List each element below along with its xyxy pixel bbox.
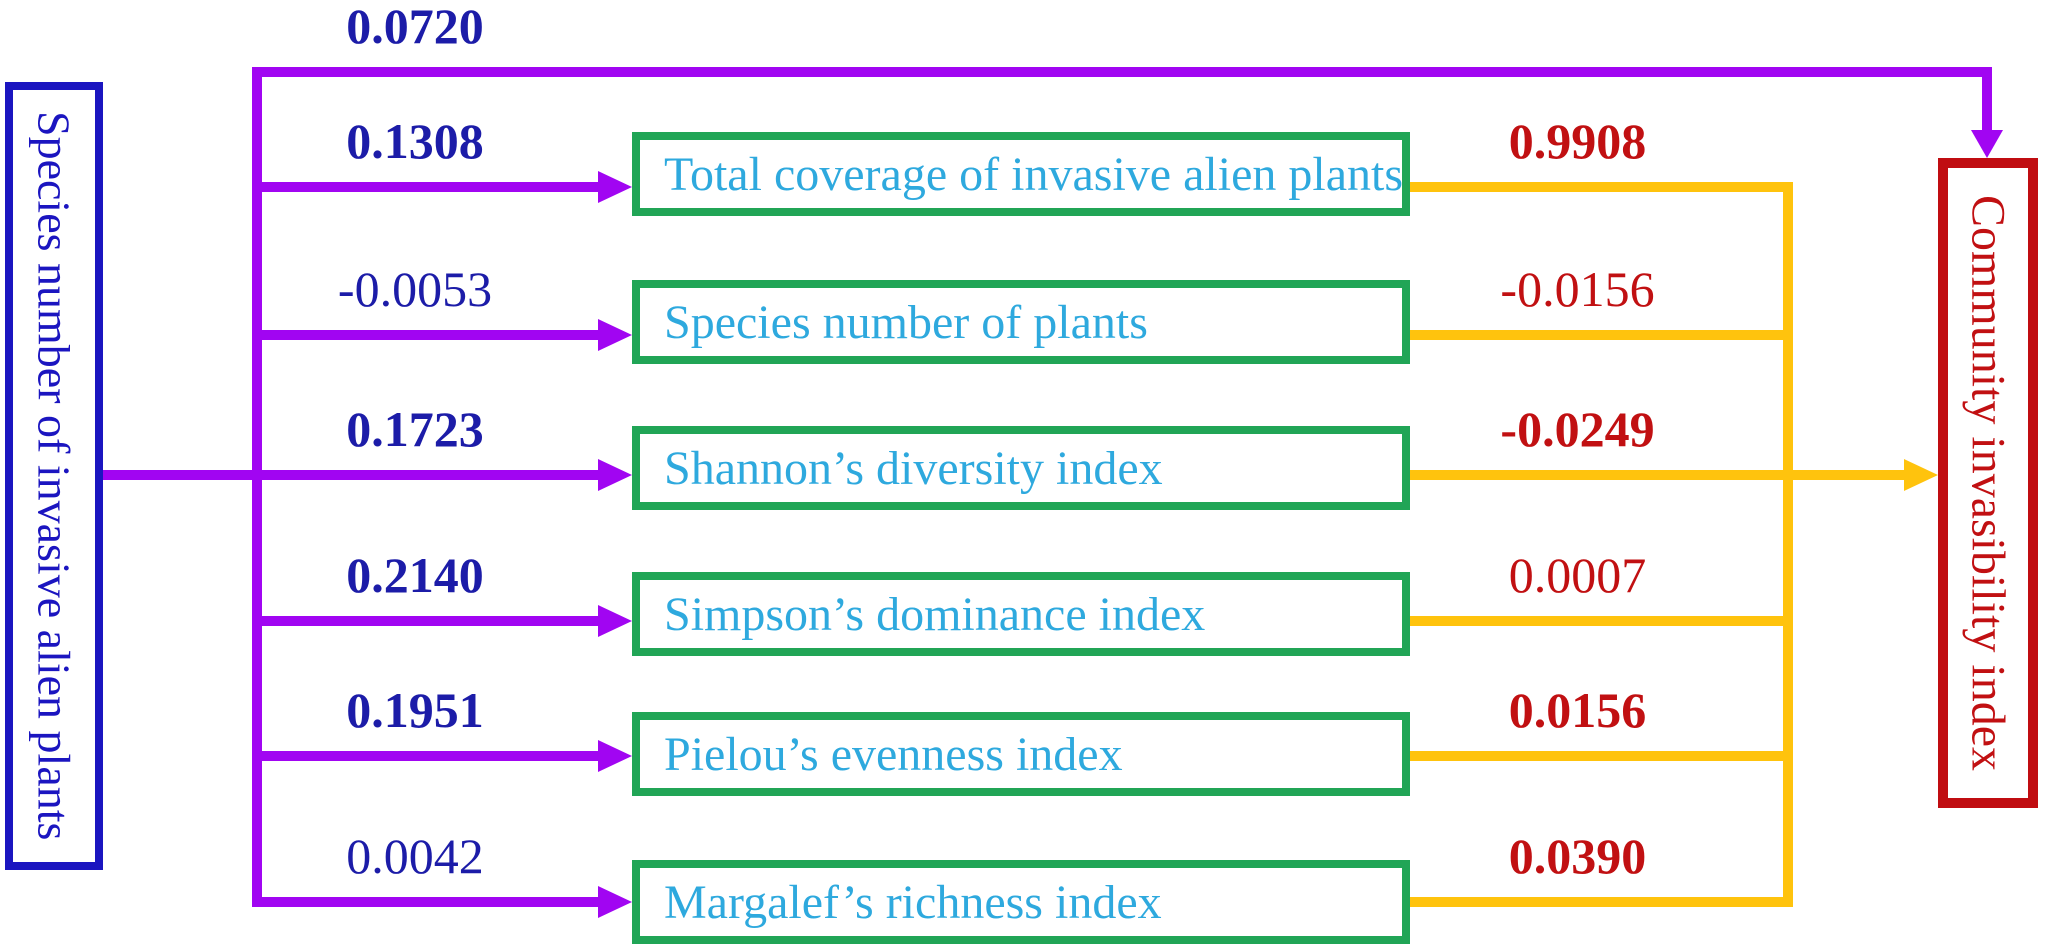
arrowhead-right-icon	[598, 319, 632, 351]
left-coefficient: 0.1723	[346, 401, 484, 457]
right-coefficient: 0.0390	[1508, 828, 1647, 884]
outcome-arrow-line	[1793, 470, 1904, 480]
left-coefficient: 0.0042	[346, 828, 484, 884]
left-coefficient: 0.1951	[346, 682, 484, 738]
right-coefficient: -0.0249	[1500, 401, 1655, 457]
branch-line-purple	[252, 470, 598, 480]
mediator-box-margalef-richness: Margalef’s richness index	[632, 860, 1410, 944]
branch-line-purple	[252, 330, 598, 340]
mediator-box-simpson-dominance: Simpson’s dominance index	[632, 572, 1410, 656]
arrowhead-right-icon	[598, 886, 632, 918]
arrowhead-right-icon	[598, 459, 632, 491]
outcome-box: Community invasibility index	[1938, 158, 2038, 808]
arrowhead-right-icon	[598, 605, 632, 637]
mediator-label: Total coverage of invasive alien plants	[664, 147, 1404, 201]
mediator-label: Species number of plants	[664, 295, 1148, 349]
right-coefficient: 0.0007	[1508, 547, 1647, 603]
mediator-box-shannon-diversity: Shannon’s diversity index	[632, 426, 1410, 510]
arrowhead-right-icon	[1904, 459, 1938, 491]
mediator-label: Pielou’s evenness index	[664, 727, 1123, 781]
source-box: Species number of invasive alien plants	[5, 82, 103, 870]
mediator-label: Simpson’s dominance index	[664, 587, 1206, 641]
right-coefficient: 0.9908	[1508, 113, 1647, 169]
arrowhead-down-icon	[1971, 130, 2003, 158]
outcome-line-orange	[1410, 616, 1793, 626]
purple-trunk-line	[252, 67, 262, 907]
branch-line-purple	[252, 616, 598, 626]
mediator-box-total-coverage: Total coverage of invasive alien plants	[632, 132, 1410, 216]
branch-line-purple	[252, 897, 598, 907]
outcome-line-orange	[1410, 897, 1793, 907]
outcome-line-orange	[1410, 182, 1793, 192]
arrowhead-right-icon	[598, 740, 632, 772]
right-coefficient: 0.0156	[1508, 682, 1647, 738]
outcome-line-orange	[1410, 330, 1793, 340]
orange-trunk-line	[1783, 182, 1793, 907]
branch-line-purple	[252, 751, 598, 761]
outcome-line-orange	[1410, 470, 1793, 480]
outcome-box-label: Community invasibility index	[1961, 195, 2015, 771]
branch-line-purple	[252, 182, 598, 192]
arrowhead-right-icon	[598, 171, 632, 203]
left-coefficient: -0.0053	[337, 261, 493, 317]
mediator-label: Margalef’s richness index	[664, 875, 1162, 929]
mediator-box-species-number: Species number of plants	[632, 280, 1410, 364]
direct-path-corner-line	[1982, 67, 1992, 130]
left-coefficient: 0.1308	[346, 113, 484, 169]
direct-path-top-line	[252, 67, 1992, 77]
source-box-label: Species number of invasive alien plants	[28, 111, 80, 841]
mediator-label: Shannon’s diversity index	[664, 441, 1163, 495]
right-coefficient: -0.0156	[1500, 261, 1655, 317]
direct-path-coefficient: 0.0720	[346, 0, 484, 54]
left-coefficient: 0.2140	[346, 547, 484, 603]
mediator-box-pielou-evenness: Pielou’s evenness index	[632, 712, 1410, 796]
outcome-line-orange	[1410, 751, 1793, 761]
